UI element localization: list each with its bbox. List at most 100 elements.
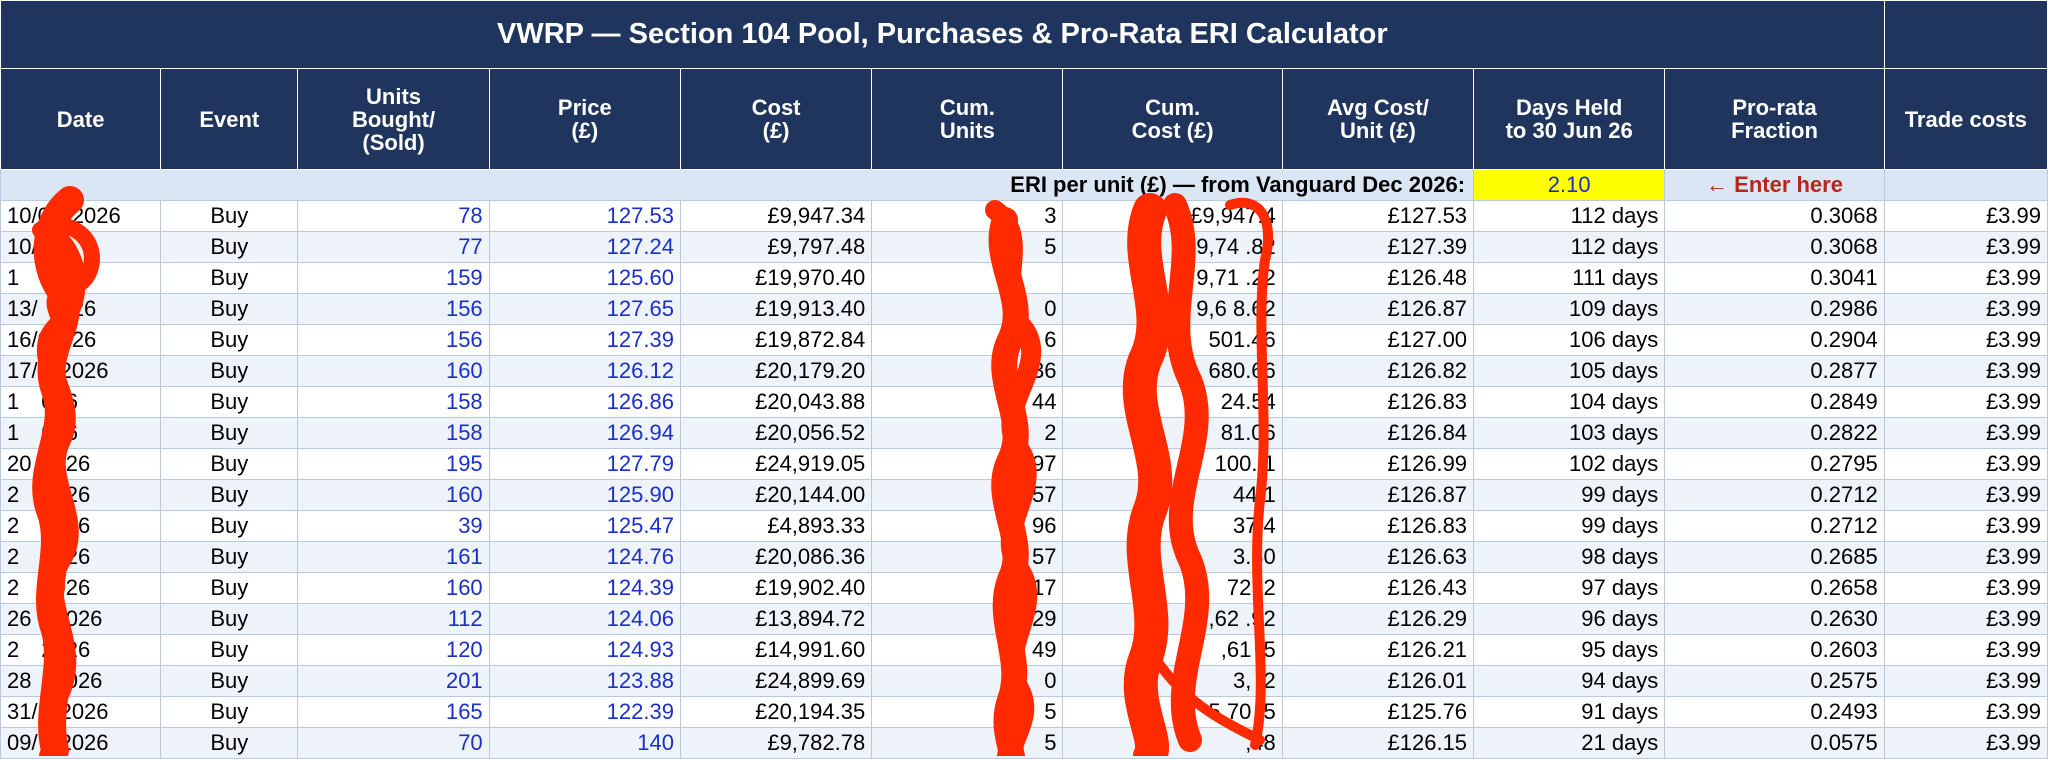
event-cell[interactable]: Buy: [160, 262, 299, 294]
pro-rata-cell[interactable]: 0.2849: [1664, 386, 1885, 418]
event-cell[interactable]: Buy: [160, 727, 299, 759]
cum-units-cell[interactable]: 5: [871, 727, 1064, 759]
price-cell[interactable]: 124.93: [488, 634, 681, 666]
trade-costs-cell[interactable]: £3.99: [1883, 324, 2048, 356]
cost-cell[interactable]: £19,970.40: [679, 262, 873, 294]
cum-units-cell[interactable]: 3: [871, 200, 1064, 232]
days-held-cell[interactable]: 106 days: [1473, 324, 1666, 356]
event-cell[interactable]: Buy: [160, 634, 299, 666]
event-cell[interactable]: Buy: [160, 448, 299, 480]
days-held-cell[interactable]: 105 days: [1473, 355, 1666, 387]
cost-cell[interactable]: £20,144.00: [679, 479, 873, 511]
cum-cost-cell[interactable]: 3.80: [1062, 541, 1283, 573]
cum-units-cell[interactable]: 0: [871, 665, 1064, 697]
cost-cell[interactable]: £4,893.33: [679, 510, 873, 542]
units-cell[interactable]: 156: [297, 293, 490, 325]
units-cell[interactable]: 39: [297, 510, 490, 542]
days-held-cell[interactable]: 112 days: [1473, 231, 1666, 263]
units-cell[interactable]: 70: [297, 727, 490, 759]
cum-units-cell[interactable]: 6: [871, 324, 1064, 356]
event-cell[interactable]: Buy: [160, 603, 299, 635]
trade-costs-cell[interactable]: £3.99: [1883, 262, 2048, 294]
cum-cost-cell[interactable]: 501.46: [1062, 324, 1283, 356]
avg-cost-cell[interactable]: £126.48: [1281, 262, 1475, 294]
cost-cell[interactable]: £19,913.40: [679, 293, 873, 325]
trade-costs-cell[interactable]: £3.99: [1883, 603, 2048, 635]
event-cell[interactable]: Buy: [160, 665, 299, 697]
cum-cost-cell[interactable]: 100. 1: [1062, 448, 1283, 480]
price-cell[interactable]: 127.65: [488, 293, 681, 325]
days-held-cell[interactable]: 99 days: [1473, 510, 1666, 542]
avg-cost-cell[interactable]: £126.82: [1281, 355, 1475, 387]
cum-cost-cell[interactable]: ,61 .5: [1062, 634, 1283, 666]
column-header-cum-cost[interactable]: Cum. Cost (£): [1062, 68, 1283, 170]
eri-input-cell[interactable]: 2.10: [1473, 169, 1666, 201]
avg-cost-cell[interactable]: £126.83: [1281, 510, 1475, 542]
cum-units-cell[interactable]: 44: [871, 386, 1064, 418]
trade-costs-cell[interactable]: £3.99: [1883, 510, 2048, 542]
cost-cell[interactable]: £19,872.84: [679, 324, 873, 356]
avg-cost-cell[interactable]: £126.83: [1281, 386, 1475, 418]
event-cell[interactable]: Buy: [160, 479, 299, 511]
days-held-cell[interactable]: 103 days: [1473, 417, 1666, 449]
pro-rata-cell[interactable]: 0.2685: [1664, 541, 1885, 573]
date-cell[interactable]: 2 2026: [0, 572, 162, 604]
price-cell[interactable]: 125.47: [488, 510, 681, 542]
units-cell[interactable]: 78: [297, 200, 490, 232]
event-cell[interactable]: Buy: [160, 541, 299, 573]
price-cell[interactable]: 123.88: [488, 665, 681, 697]
column-header-pro-rata[interactable]: Pro-rata Fraction: [1664, 68, 1885, 170]
price-cell[interactable]: 125.60: [488, 262, 681, 294]
price-cell[interactable]: 140: [488, 727, 681, 759]
price-cell[interactable]: 125.90: [488, 479, 681, 511]
date-cell[interactable]: 2 2026: [0, 541, 162, 573]
price-cell[interactable]: 126.86: [488, 386, 681, 418]
cum-cost-cell[interactable]: ,48: [1062, 727, 1283, 759]
eri-label[interactable]: ERI per unit (£) — from Vanguard Dec 202…: [0, 169, 1475, 201]
cost-cell[interactable]: £20,179.20: [679, 355, 873, 387]
sheet-title[interactable]: VWRP — Section 104 Pool, Purchases & Pro…: [0, 0, 1885, 69]
event-cell[interactable]: Buy: [160, 386, 299, 418]
date-cell[interactable]: 31/ 2026: [0, 696, 162, 728]
avg-cost-cell[interactable]: £126.01: [1281, 665, 1475, 697]
cum-cost-cell[interactable]: 9,71 .22: [1062, 262, 1283, 294]
units-cell[interactable]: 156: [297, 324, 490, 356]
cum-units-cell[interactable]: 0: [871, 293, 1064, 325]
cost-cell[interactable]: £20,043.88: [679, 386, 873, 418]
pro-rata-cell[interactable]: 0.2986: [1664, 293, 1885, 325]
pro-rata-cell[interactable]: 0.2712: [1664, 510, 1885, 542]
eri-blank-cell[interactable]: [1883, 169, 2048, 201]
avg-cost-cell[interactable]: £126.29: [1281, 603, 1475, 635]
event-cell[interactable]: Buy: [160, 355, 299, 387]
price-cell[interactable]: 124.76: [488, 541, 681, 573]
price-cell[interactable]: 127.53: [488, 200, 681, 232]
date-cell[interactable]: 2 2026: [0, 634, 162, 666]
trade-costs-cell[interactable]: £3.99: [1883, 479, 2048, 511]
pro-rata-cell[interactable]: 0.2712: [1664, 479, 1885, 511]
units-cell[interactable]: 77: [297, 231, 490, 263]
days-held-cell[interactable]: 109 days: [1473, 293, 1666, 325]
cost-cell[interactable]: £9,947.34: [679, 200, 873, 232]
pro-rata-cell[interactable]: 0.2630: [1664, 603, 1885, 635]
trade-costs-cell[interactable]: £3.99: [1883, 665, 2048, 697]
cum-cost-cell[interactable]: 680.66: [1062, 355, 1283, 387]
column-header-cum-units[interactable]: Cum. Units: [871, 68, 1064, 170]
pro-rata-cell[interactable]: 0.2877: [1664, 355, 1885, 387]
cost-cell[interactable]: £19,902.40: [679, 572, 873, 604]
price-cell[interactable]: 124.39: [488, 572, 681, 604]
pro-rata-cell[interactable]: 0.3068: [1664, 200, 1885, 232]
cum-cost-cell[interactable]: 72 .2: [1062, 572, 1283, 604]
column-header-trade-costs[interactable]: Trade costs: [1883, 68, 2048, 170]
trade-costs-cell[interactable]: £3.99: [1883, 448, 2048, 480]
cum-cost-cell[interactable]: 44.1: [1062, 479, 1283, 511]
trade-costs-cell[interactable]: £3.99: [1883, 417, 2048, 449]
pro-rata-cell[interactable]: 0.2904: [1664, 324, 1885, 356]
event-cell[interactable]: Buy: [160, 231, 299, 263]
column-header-avg-cost[interactable]: Avg Cost/Unit (£): [1281, 68, 1475, 170]
cost-cell[interactable]: £24,899.69: [679, 665, 873, 697]
days-held-cell[interactable]: 102 days: [1473, 448, 1666, 480]
price-cell[interactable]: 127.24: [488, 231, 681, 263]
pro-rata-cell[interactable]: 0.2603: [1664, 634, 1885, 666]
cum-units-cell[interactable]: 57: [871, 541, 1064, 573]
units-cell[interactable]: 159: [297, 262, 490, 294]
